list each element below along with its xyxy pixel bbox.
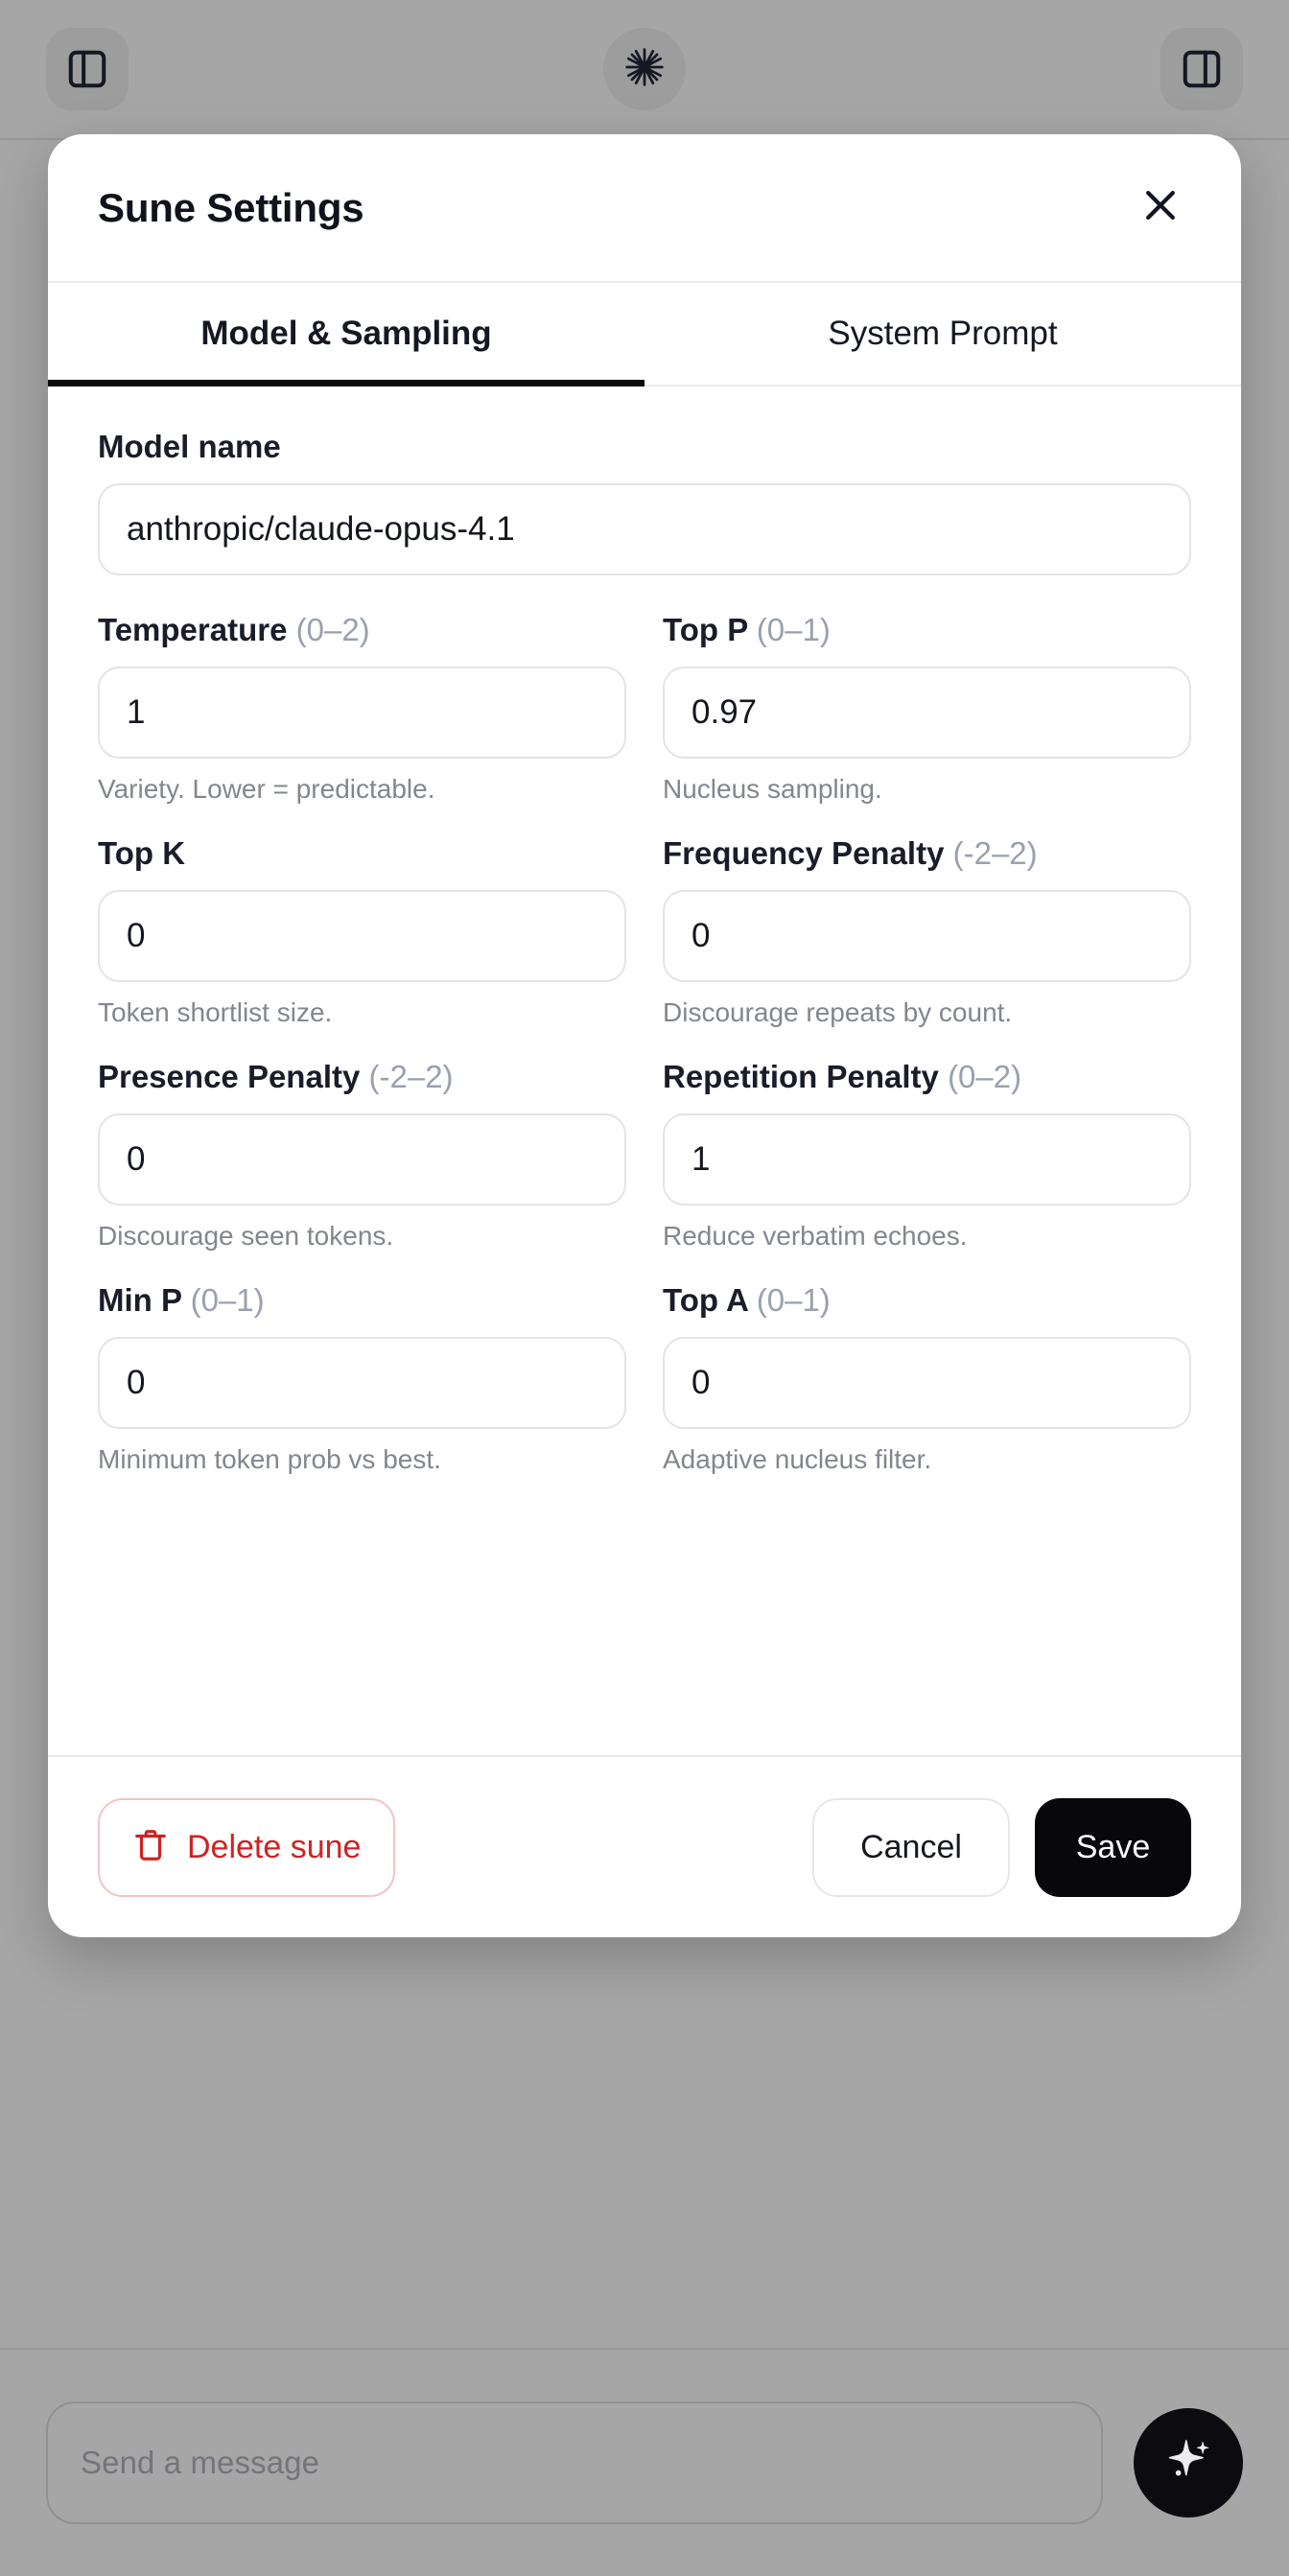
send-message-button[interactable]: [1134, 2408, 1243, 2517]
field-label-text: Repetition Penalty: [663, 1059, 939, 1094]
field-input-frequency-penalty[interactable]: 0: [663, 890, 1191, 982]
field-range: (0–2): [295, 612, 370, 647]
field-row: Top K 0 Token shortlist size. Frequency …: [98, 835, 1191, 1028]
field-range: (0–1): [756, 1282, 831, 1318]
field-label-top-k: Top K: [98, 835, 626, 872]
field-input-presence-penalty[interactable]: 0: [98, 1113, 626, 1206]
sidebar-right-toggle-button[interactable]: [1160, 28, 1243, 110]
field-range: (-2–2): [952, 835, 1038, 871]
dialog-body: Model name anthropic/claude-opus-4.1 Tem…: [48, 386, 1241, 1755]
field-group-temperature: Temperature (0–2) 1 Variety. Lower = pre…: [98, 612, 626, 805]
panel-right-icon: [1180, 47, 1224, 91]
field-value: 0: [691, 1364, 711, 1401]
field-input-repetition-penalty[interactable]: 1: [663, 1113, 1191, 1206]
field-input-temperature[interactable]: 1: [98, 667, 626, 759]
dialog-footer: Delete sune Cancel Save: [48, 1755, 1241, 1937]
settings-dialog: Sune Settings Model & Sampling System Pr…: [48, 134, 1241, 1937]
close-icon: [1139, 184, 1182, 231]
field-label-temperature: Temperature (0–2): [98, 612, 626, 648]
sunburst-button[interactable]: [603, 28, 686, 110]
field-row: Presence Penalty (-2–2) 0 Discourage see…: [98, 1059, 1191, 1252]
save-label: Save: [1075, 1828, 1151, 1865]
field-group-top-a: Top A (0–1) 0 Adaptive nucleus filter.: [663, 1282, 1191, 1475]
composer-bar: Send a message: [0, 2348, 1289, 2576]
field-group-presence-penalty: Presence Penalty (-2–2) 0 Discourage see…: [98, 1059, 626, 1252]
field-row: Temperature (0–2) 1 Variety. Lower = pre…: [98, 612, 1191, 805]
sparkle-icon: [1162, 2435, 1214, 2492]
dialog-header: Sune Settings: [48, 134, 1241, 283]
field-hint-temperature: Variety. Lower = predictable.: [98, 774, 435, 804]
field-value: 1: [691, 1140, 711, 1178]
field-label-top-a: Top A (0–1): [663, 1282, 1191, 1319]
field-label-text: Temperature: [98, 612, 288, 647]
tab-label: Model & Sampling: [200, 315, 492, 352]
field-hint-top-p: Nucleus sampling.: [663, 774, 882, 804]
field-label-presence-penalty: Presence Penalty (-2–2): [98, 1059, 626, 1095]
field-label-frequency-penalty: Frequency Penalty (-2–2): [663, 835, 1191, 872]
field-value: 0: [127, 1364, 146, 1401]
field-group-top-k: Top K 0 Token shortlist size.: [98, 835, 626, 1028]
tab-system-prompt[interactable]: System Prompt: [644, 283, 1241, 385]
field-label-min-p: Min P (0–1): [98, 1282, 626, 1319]
field-hint-min-p: Minimum token prob vs best.: [98, 1444, 441, 1474]
message-input[interactable]: Send a message: [46, 2401, 1103, 2524]
sunburst-icon: [623, 46, 666, 93]
close-button[interactable]: [1128, 176, 1193, 241]
dialog-tabs: Model & Sampling System Prompt: [48, 283, 1241, 386]
field-group-min-p: Min P (0–1) 0 Minimum token prob vs best…: [98, 1282, 626, 1475]
delete-sune-button[interactable]: Delete sune: [98, 1797, 396, 1897]
delete-sune-label: Delete sune: [187, 1828, 362, 1865]
dialog-title: Sune Settings: [98, 184, 364, 230]
model-name-value: anthropic/claude-opus-4.1: [127, 510, 515, 548]
model-name-input[interactable]: anthropic/claude-opus-4.1: [98, 483, 1191, 575]
field-value: 1: [127, 693, 146, 731]
field-hint-top-k: Token shortlist size.: [98, 997, 333, 1027]
field-label-text: Presence Penalty: [98, 1059, 361, 1094]
field-hint-repetition-penalty: Reduce verbatim echoes.: [663, 1221, 968, 1251]
field-input-top-p[interactable]: 0.97: [663, 667, 1191, 759]
field-group-top-p: Top P (0–1) 0.97 Nucleus sampling.: [663, 612, 1191, 805]
trash-icon: [132, 1827, 169, 1868]
field-hint-presence-penalty: Discourage seen tokens.: [98, 1221, 394, 1251]
field-label-text: Top K: [98, 835, 186, 871]
field-input-min-p[interactable]: 0: [98, 1337, 626, 1429]
field-value: 0: [127, 917, 146, 954]
field-hint-frequency-penalty: Discourage repeats by count.: [663, 997, 1013, 1027]
field-range: (-2–2): [368, 1059, 454, 1094]
footer-actions: Cancel Save: [812, 1797, 1191, 1897]
cancel-button[interactable]: Cancel: [812, 1797, 1010, 1897]
field-group-frequency-penalty: Frequency Penalty (-2–2) 0 Discourage re…: [663, 835, 1191, 1028]
field-label-text: Top P: [663, 612, 748, 647]
save-button[interactable]: Save: [1035, 1797, 1191, 1897]
model-name-field-group: Model name anthropic/claude-opus-4.1: [98, 429, 1191, 575]
model-name-label: Model name: [98, 429, 281, 464]
message-input-placeholder: Send a message: [81, 2445, 320, 2480]
field-input-top-k[interactable]: 0: [98, 890, 626, 982]
field-input-top-a[interactable]: 0: [663, 1337, 1191, 1429]
field-range: (0–1): [190, 1282, 265, 1318]
field-label-text: Min P: [98, 1282, 182, 1318]
tab-model-and-sampling[interactable]: Model & Sampling: [48, 283, 644, 386]
field-label-text: Top A: [663, 1282, 748, 1318]
field-hint-top-a: Adaptive nucleus filter.: [663, 1444, 932, 1474]
field-row: Min P (0–1) 0 Minimum token prob vs best…: [98, 1282, 1191, 1475]
sidebar-left-toggle-button[interactable]: [46, 28, 129, 110]
field-value: 0.97: [691, 693, 758, 731]
field-range: (0–1): [756, 612, 831, 647]
panel-left-icon: [65, 47, 109, 91]
field-label-repetition-penalty: Repetition Penalty (0–2): [663, 1059, 1191, 1095]
tab-label: System Prompt: [828, 315, 1058, 352]
field-group-repetition-penalty: Repetition Penalty (0–2) 1 Reduce verbat…: [663, 1059, 1191, 1252]
field-value: 0: [691, 917, 711, 954]
cancel-label: Cancel: [860, 1828, 962, 1865]
field-label-top-p: Top P (0–1): [663, 612, 1191, 648]
field-range: (0–2): [948, 1059, 1022, 1094]
field-label-text: Frequency Penalty: [663, 835, 945, 871]
field-value: 0: [127, 1140, 146, 1178]
